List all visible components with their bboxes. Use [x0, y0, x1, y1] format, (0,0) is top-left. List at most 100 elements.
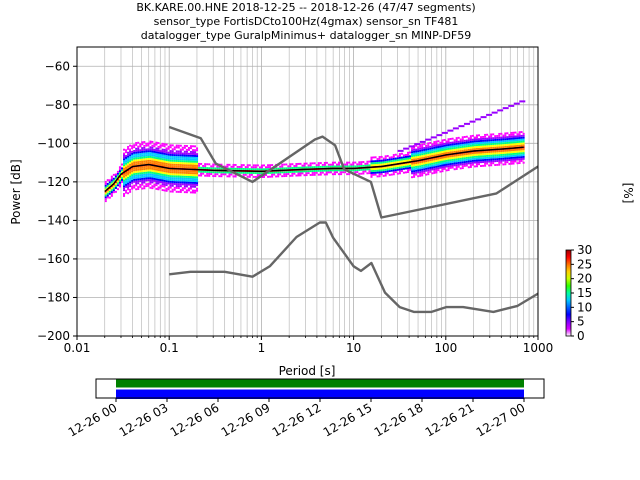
- psd-cell: [398, 164, 401, 167]
- psd-cell: [131, 187, 134, 190]
- psd-cell: [384, 168, 387, 171]
- psd-cell: [404, 155, 407, 158]
- psd-cell: [457, 159, 460, 162]
- psd-cell: [480, 143, 483, 146]
- psd-cell: [480, 145, 483, 148]
- psd-cell: [508, 162, 511, 165]
- psd-cell: [453, 164, 456, 167]
- psd-cell: [129, 173, 132, 176]
- psd-cell: [439, 145, 442, 148]
- psd-cell: [459, 144, 462, 147]
- psd-cell: [406, 159, 410, 162]
- psd-cell: [264, 168, 268, 171]
- psd-cell: [181, 160, 184, 163]
- psd-cell: [254, 172, 257, 175]
- psd-cell: [135, 155, 138, 158]
- psd-cell: [404, 163, 407, 166]
- psd-cell: [279, 165, 282, 168]
- title-line-2: sensor_type FortisDCto100Hz(4gmax) senso…: [154, 15, 459, 28]
- psd-cell: [467, 139, 470, 142]
- psd-cell: [163, 156, 166, 159]
- psd-cell: [183, 162, 186, 165]
- psd-outlier-cell: [480, 116, 487, 119]
- psd-cell: [171, 152, 174, 155]
- psd-cell: [293, 166, 296, 169]
- psd-cell: [471, 163, 474, 166]
- psd-cell: [114, 175, 117, 178]
- psd-cell: [465, 135, 468, 138]
- psd-cell: [153, 166, 156, 169]
- psd-cell: [508, 141, 511, 144]
- psd-cell: [269, 166, 272, 169]
- psd-cell: [169, 157, 172, 160]
- psd-cell: [378, 161, 381, 164]
- psd-cell: [429, 165, 432, 167]
- psd-cell: [441, 158, 444, 161]
- psd-cell: [421, 157, 424, 160]
- psd-cell: [461, 145, 464, 148]
- psd-cell: [510, 153, 513, 156]
- psd-cell: [155, 176, 158, 179]
- psd-cell: [398, 153, 401, 156]
- psd-cell: [508, 135, 511, 138]
- psd-cell: [204, 170, 207, 173]
- timeline-tick-label: 12-26 15: [321, 400, 375, 439]
- psd-cell: [471, 148, 474, 151]
- psd-cell: [141, 187, 144, 190]
- psd-cell: [504, 138, 507, 141]
- psd-cell: [137, 174, 140, 177]
- psd-cell: [281, 175, 284, 178]
- psd-cell: [129, 158, 132, 161]
- psd-cell: [473, 161, 476, 164]
- psd-cell: [512, 133, 515, 136]
- psd-cell: [236, 171, 239, 174]
- psd-cell: [194, 178, 197, 181]
- psd-cell: [141, 141, 144, 144]
- psd-cell: [445, 152, 448, 154]
- psd-cell: [390, 162, 393, 165]
- psd-cell: [189, 162, 192, 165]
- psd-cell: [342, 169, 345, 172]
- psd-cell: [228, 171, 231, 174]
- psd-cell: [123, 189, 126, 192]
- psd-outlier-cell: [469, 120, 476, 123]
- psd-cell: [181, 175, 184, 178]
- psd-outlier-cell: [403, 147, 410, 150]
- psd-cell: [147, 157, 150, 160]
- psd-cell: [356, 171, 359, 174]
- psd-cell: [480, 155, 483, 158]
- psd-cell: [183, 158, 186, 161]
- psd-cell: [159, 150, 162, 153]
- psd-cell: [356, 165, 359, 168]
- psd-cell: [506, 145, 509, 148]
- psd-cell: [191, 158, 195, 161]
- psd-cell: [441, 145, 444, 148]
- psd-cell: [461, 167, 464, 170]
- psd-cell: [125, 172, 128, 175]
- psd-cell: [518, 162, 521, 165]
- psd-cell: [110, 189, 113, 192]
- psd-cell: [191, 149, 195, 152]
- psd-cell: [169, 163, 172, 166]
- psd-cell: [360, 168, 363, 171]
- psd-cell: [173, 163, 176, 166]
- psd-cell: [267, 171, 270, 174]
- psd-cell: [118, 172, 121, 174]
- psd-cell: [404, 171, 407, 174]
- psd-cell: [447, 163, 450, 166]
- psd-cell: [106, 194, 109, 197]
- psd-cell: [135, 170, 138, 173]
- psd-cell: [289, 163, 292, 166]
- grid: [76, 47, 539, 337]
- psd-cell: [409, 164, 412, 167]
- psd-cell: [165, 147, 168, 150]
- psd-cell: [194, 172, 197, 175]
- psd-cell: [514, 150, 517, 153]
- psd-cell: [417, 175, 420, 178]
- psd-cell: [120, 167, 124, 170]
- psd-cell: [329, 163, 332, 166]
- psd-cell: [125, 157, 128, 159]
- psd-cell: [520, 136, 523, 139]
- psd-cell: [175, 177, 178, 180]
- psd-cell: [433, 141, 436, 144]
